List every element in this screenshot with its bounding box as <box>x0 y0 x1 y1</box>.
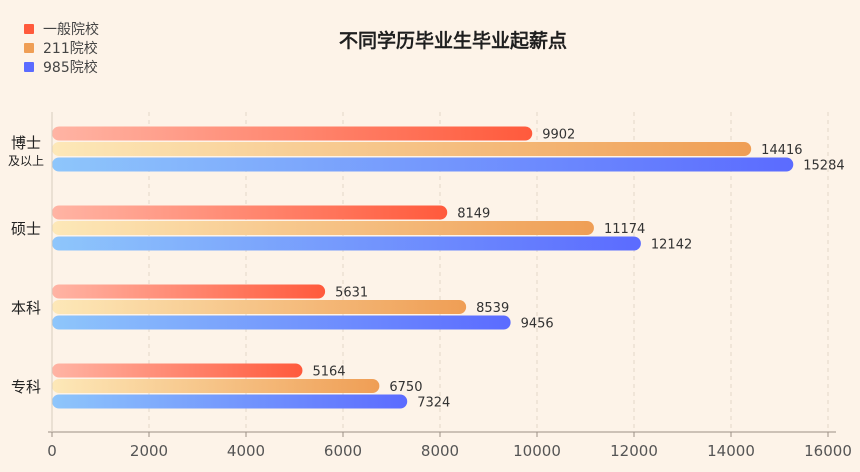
data-label: 5631 <box>335 286 368 301</box>
data-label: 15284 <box>803 159 844 174</box>
x-tick-label: 14000 <box>707 442 755 460</box>
bar <box>52 315 511 330</box>
y-category-label: 硕士 <box>11 220 41 238</box>
data-label: 8149 <box>457 207 490 222</box>
x-tick-label: 12000 <box>610 442 658 460</box>
bar <box>52 205 448 220</box>
legend-swatch <box>24 43 34 53</box>
data-label: 5164 <box>312 365 345 380</box>
axis-layer: 0 2000 4000 6000 8000 10000 12000 14000 16000 <box>47 112 852 460</box>
legend-label: 985院校 <box>43 59 98 76</box>
legend-swatch <box>24 62 34 72</box>
data-label: 8539 <box>476 301 509 316</box>
data-label: 6750 <box>389 380 422 395</box>
legend: 一般院校 211院校 985院校 <box>24 21 99 76</box>
y-category-label: 本科 <box>11 299 41 317</box>
data-label: 9456 <box>521 317 554 332</box>
x-tick-label: 4000 <box>227 442 265 460</box>
y-category-label: 专科 <box>11 378 41 396</box>
y-category-sublabel: 及以上 <box>8 154 44 168</box>
grid-layer <box>148 112 829 432</box>
bar <box>52 236 641 251</box>
chart-title: 不同学历毕业生毕业起薪点 <box>339 29 567 52</box>
bar <box>52 284 326 299</box>
x-tick-label: 10000 <box>513 442 561 460</box>
x-tick-label: 6000 <box>324 442 362 460</box>
x-tick-label: 2000 <box>130 442 168 460</box>
bar <box>52 221 594 235</box>
bar <box>52 379 380 393</box>
bar <box>52 126 533 141</box>
bar <box>52 363 303 378</box>
x-tick-label: 0 <box>47 442 57 460</box>
y-category-label: 博士 <box>11 134 41 152</box>
data-label: 11174 <box>604 222 645 237</box>
data-label: 14416 <box>761 143 802 158</box>
data-label: 9902 <box>542 128 575 143</box>
x-tick-label: 16000 <box>804 442 852 460</box>
bar <box>52 300 467 314</box>
data-label: 7324 <box>417 396 450 411</box>
bar <box>52 394 408 409</box>
legend-label: 一般院校 <box>43 21 99 38</box>
data-label: 12142 <box>651 238 692 253</box>
x-tick-label: 8000 <box>421 442 459 460</box>
bar <box>52 142 752 156</box>
bar-layer <box>52 126 794 409</box>
legend-label: 211院校 <box>43 40 98 57</box>
legend-swatch <box>24 24 34 34</box>
bar <box>52 157 794 172</box>
